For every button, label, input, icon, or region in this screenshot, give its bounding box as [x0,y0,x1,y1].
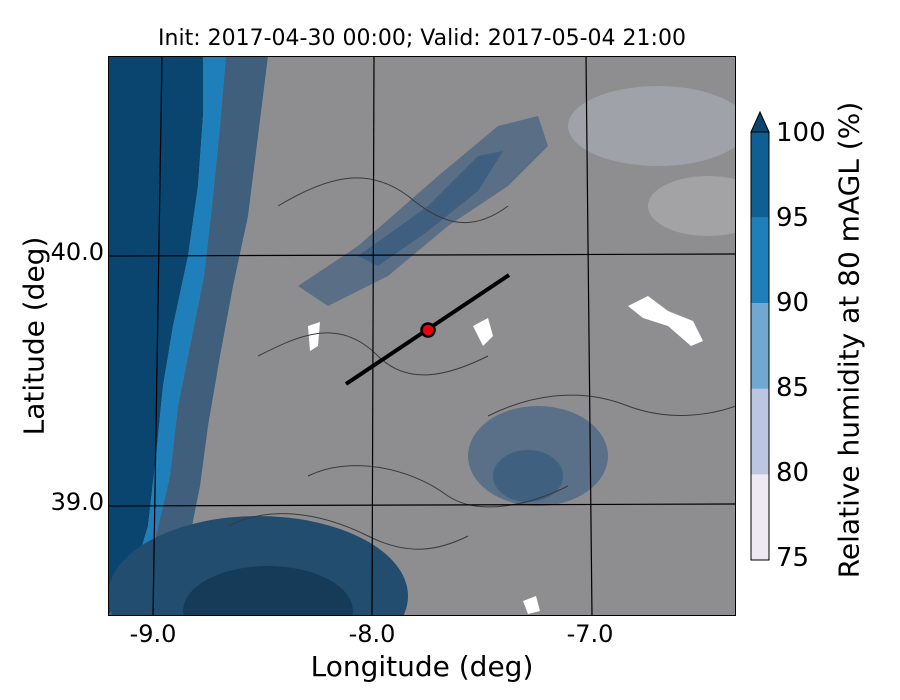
y-axis-label: Latitude (deg) [17,236,51,436]
x-tick-label: -9.0 [129,620,177,648]
gridline-lat-2 [108,503,736,507]
coastal-band [108,56,226,616]
colorbar-segment [751,132,769,218]
contour-line-5 [227,513,469,550]
contour-line-4 [487,394,736,417]
northern-light-area [568,86,736,166]
colorbar-tick: 95 [776,203,810,233]
gridline-lon-3 [585,56,593,616]
contour-line-1 [277,177,509,224]
x-axis-label: Longitude (deg) [310,650,534,683]
plot-title: Init: 2017-04-30 00:00; Valid: 2017-05-0… [158,26,686,51]
map-frame [108,56,736,616]
colorbar-tick: 85 [776,373,810,403]
colorbar-extend-arrow [750,110,770,133]
y-tick-label: 40.0 [50,238,104,266]
colorbar-segment [751,217,769,304]
gridline-lat-1 [108,253,736,257]
white-patch-2 [473,318,493,346]
colorbar-tick: 90 [776,288,810,318]
colorbar-tick: 100 [776,118,826,148]
coastal-dark-band [108,56,268,616]
colorbar-segment [751,303,769,389]
north-ridge-core [358,151,503,266]
location-marker [420,322,436,338]
southeast-humid-core [493,450,563,502]
southern-humid-core [183,566,353,616]
contour-line-2 [257,332,489,376]
white-patch-4 [523,596,540,614]
x-tick-label: -8.0 [348,620,396,648]
gridline-lon-1 [152,56,163,616]
northeast-light-area [648,176,736,236]
colorbar-segment [751,474,769,560]
gridline-lon-2 [371,56,375,616]
contour-line-3 [307,465,569,508]
white-patch-1 [628,296,703,346]
colorbar-frame [750,131,770,561]
y-tick-label: 39.0 [50,488,104,516]
white-patch-3 [308,322,320,351]
colorbar [750,110,770,561]
colorbar-tick: 80 [776,458,810,488]
colorbar-tick: 75 [776,543,810,573]
colorbar-label: Relative humidity at 80 mAGL (%) [832,101,866,579]
humidity-map [108,56,736,616]
colorbar-segment [751,388,769,475]
x-tick-label: -7.0 [566,620,614,648]
ocean-region [108,56,203,616]
